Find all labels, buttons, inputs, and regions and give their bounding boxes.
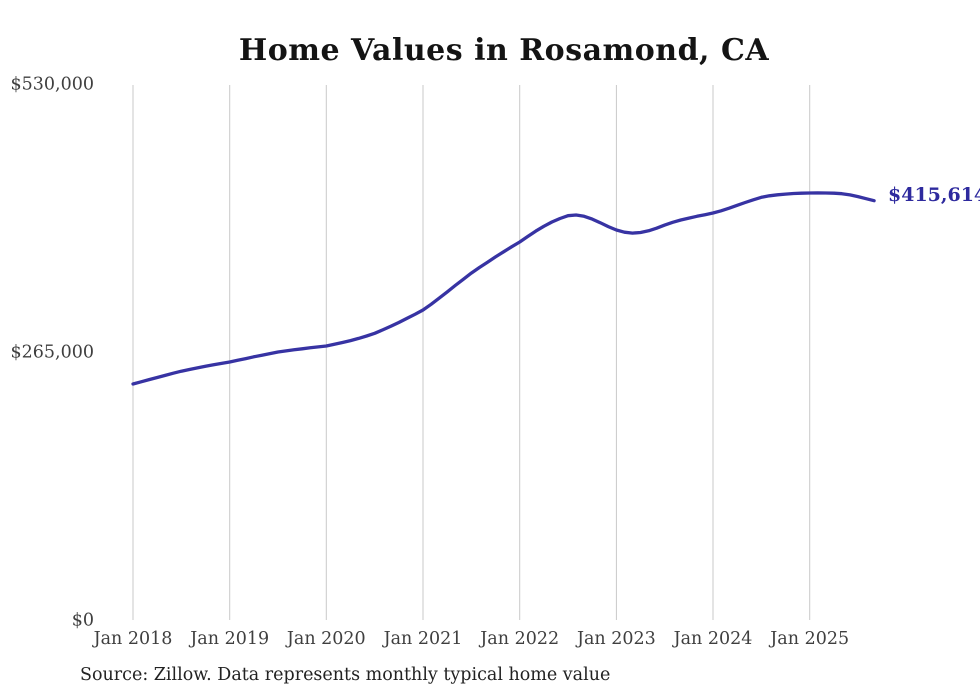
x-axis-tick-label: Jan 2018 <box>92 629 173 649</box>
x-axis-tick-label: Jan 2023 <box>575 629 656 649</box>
x-axis-tick-label: Jan 2024 <box>672 629 753 649</box>
chart-title: Home Values in Rosamond, CA <box>238 33 770 68</box>
x-axis-tick-label: Jan 2021 <box>382 629 463 649</box>
x-axis-tick-label: Jan 2020 <box>285 629 366 649</box>
end-value-label: $415,614 <box>888 184 980 206</box>
y-axis-tick-label: $530,000 <box>10 75 94 95</box>
x-axis-tick-label: Jan 2019 <box>188 629 269 649</box>
source-note: Source: Zillow. Data represents monthly … <box>80 665 611 685</box>
x-axis-tick-label: Jan 2022 <box>478 629 559 649</box>
y-axis-tick-label: $265,000 <box>10 343 94 363</box>
home-value-line <box>131 191 876 386</box>
x-axis-tick-label: Jan 2025 <box>768 629 849 649</box>
y-axis-tick-label: $0 <box>72 611 94 631</box>
